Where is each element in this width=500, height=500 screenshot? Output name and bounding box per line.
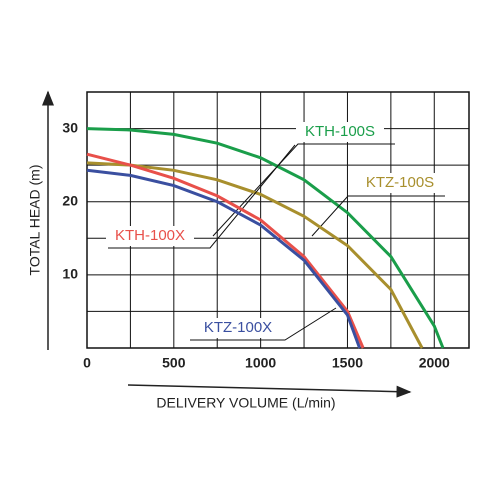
curve — [86, 168, 362, 349]
leader-line — [190, 307, 337, 341]
label-bg — [296, 122, 384, 142]
x-tick-label: 500 — [162, 355, 186, 371]
series-label: KTZ-100X — [204, 319, 272, 336]
leader-line — [212, 143, 395, 237]
x-tick-label: 2000 — [419, 355, 450, 371]
x-tick-label: 0 — [83, 355, 91, 371]
label-bg — [356, 173, 444, 193]
curve — [86, 161, 424, 349]
label-bg — [194, 318, 282, 338]
leader-line — [108, 144, 296, 249]
curve — [86, 127, 445, 349]
series-label: KTH-100X — [115, 227, 185, 244]
y-axis-label: TOTAL HEAD (m) — [27, 165, 43, 276]
curve — [86, 152, 365, 349]
series-label: KTZ-100S — [366, 174, 434, 191]
x-tick-label: 1500 — [332, 355, 363, 371]
x-axis-label: DELIVERY VOLUME (L/min) — [156, 395, 335, 411]
y-tick-label: 20 — [62, 192, 78, 208]
x-axis-arrow — [127, 384, 412, 398]
leader-line — [311, 195, 445, 237]
y-tick-label: 10 — [62, 266, 78, 282]
plot-frame — [86, 91, 470, 349]
series-label: KTH-100S — [305, 123, 375, 140]
y-tick-label: 30 — [62, 119, 78, 135]
x-tick-label: 1000 — [245, 355, 276, 371]
label-bg — [106, 226, 194, 246]
